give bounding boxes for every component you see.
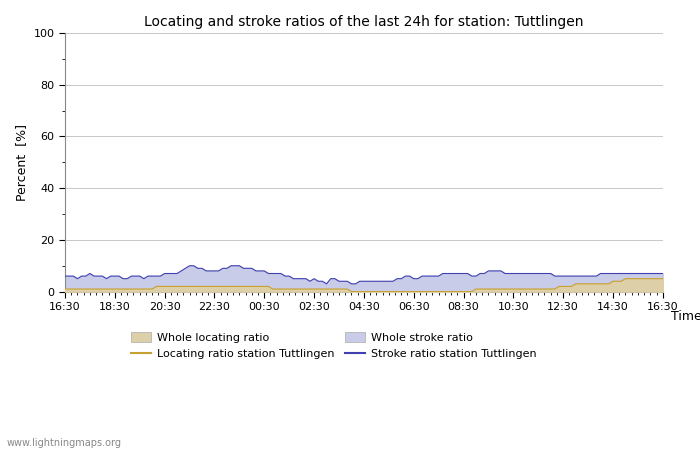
Legend: Whole locating ratio, Locating ratio station Tuttlingen, Whole stroke ratio, Str: Whole locating ratio, Locating ratio sta… — [127, 328, 541, 364]
Title: Locating and stroke ratios of the last 24h for station: Tuttlingen: Locating and stroke ratios of the last 2… — [144, 15, 584, 29]
Text: www.lightningmaps.org: www.lightningmaps.org — [7, 438, 122, 448]
X-axis label: Time: Time — [671, 310, 700, 323]
Y-axis label: Percent  [%]: Percent [%] — [15, 124, 28, 201]
